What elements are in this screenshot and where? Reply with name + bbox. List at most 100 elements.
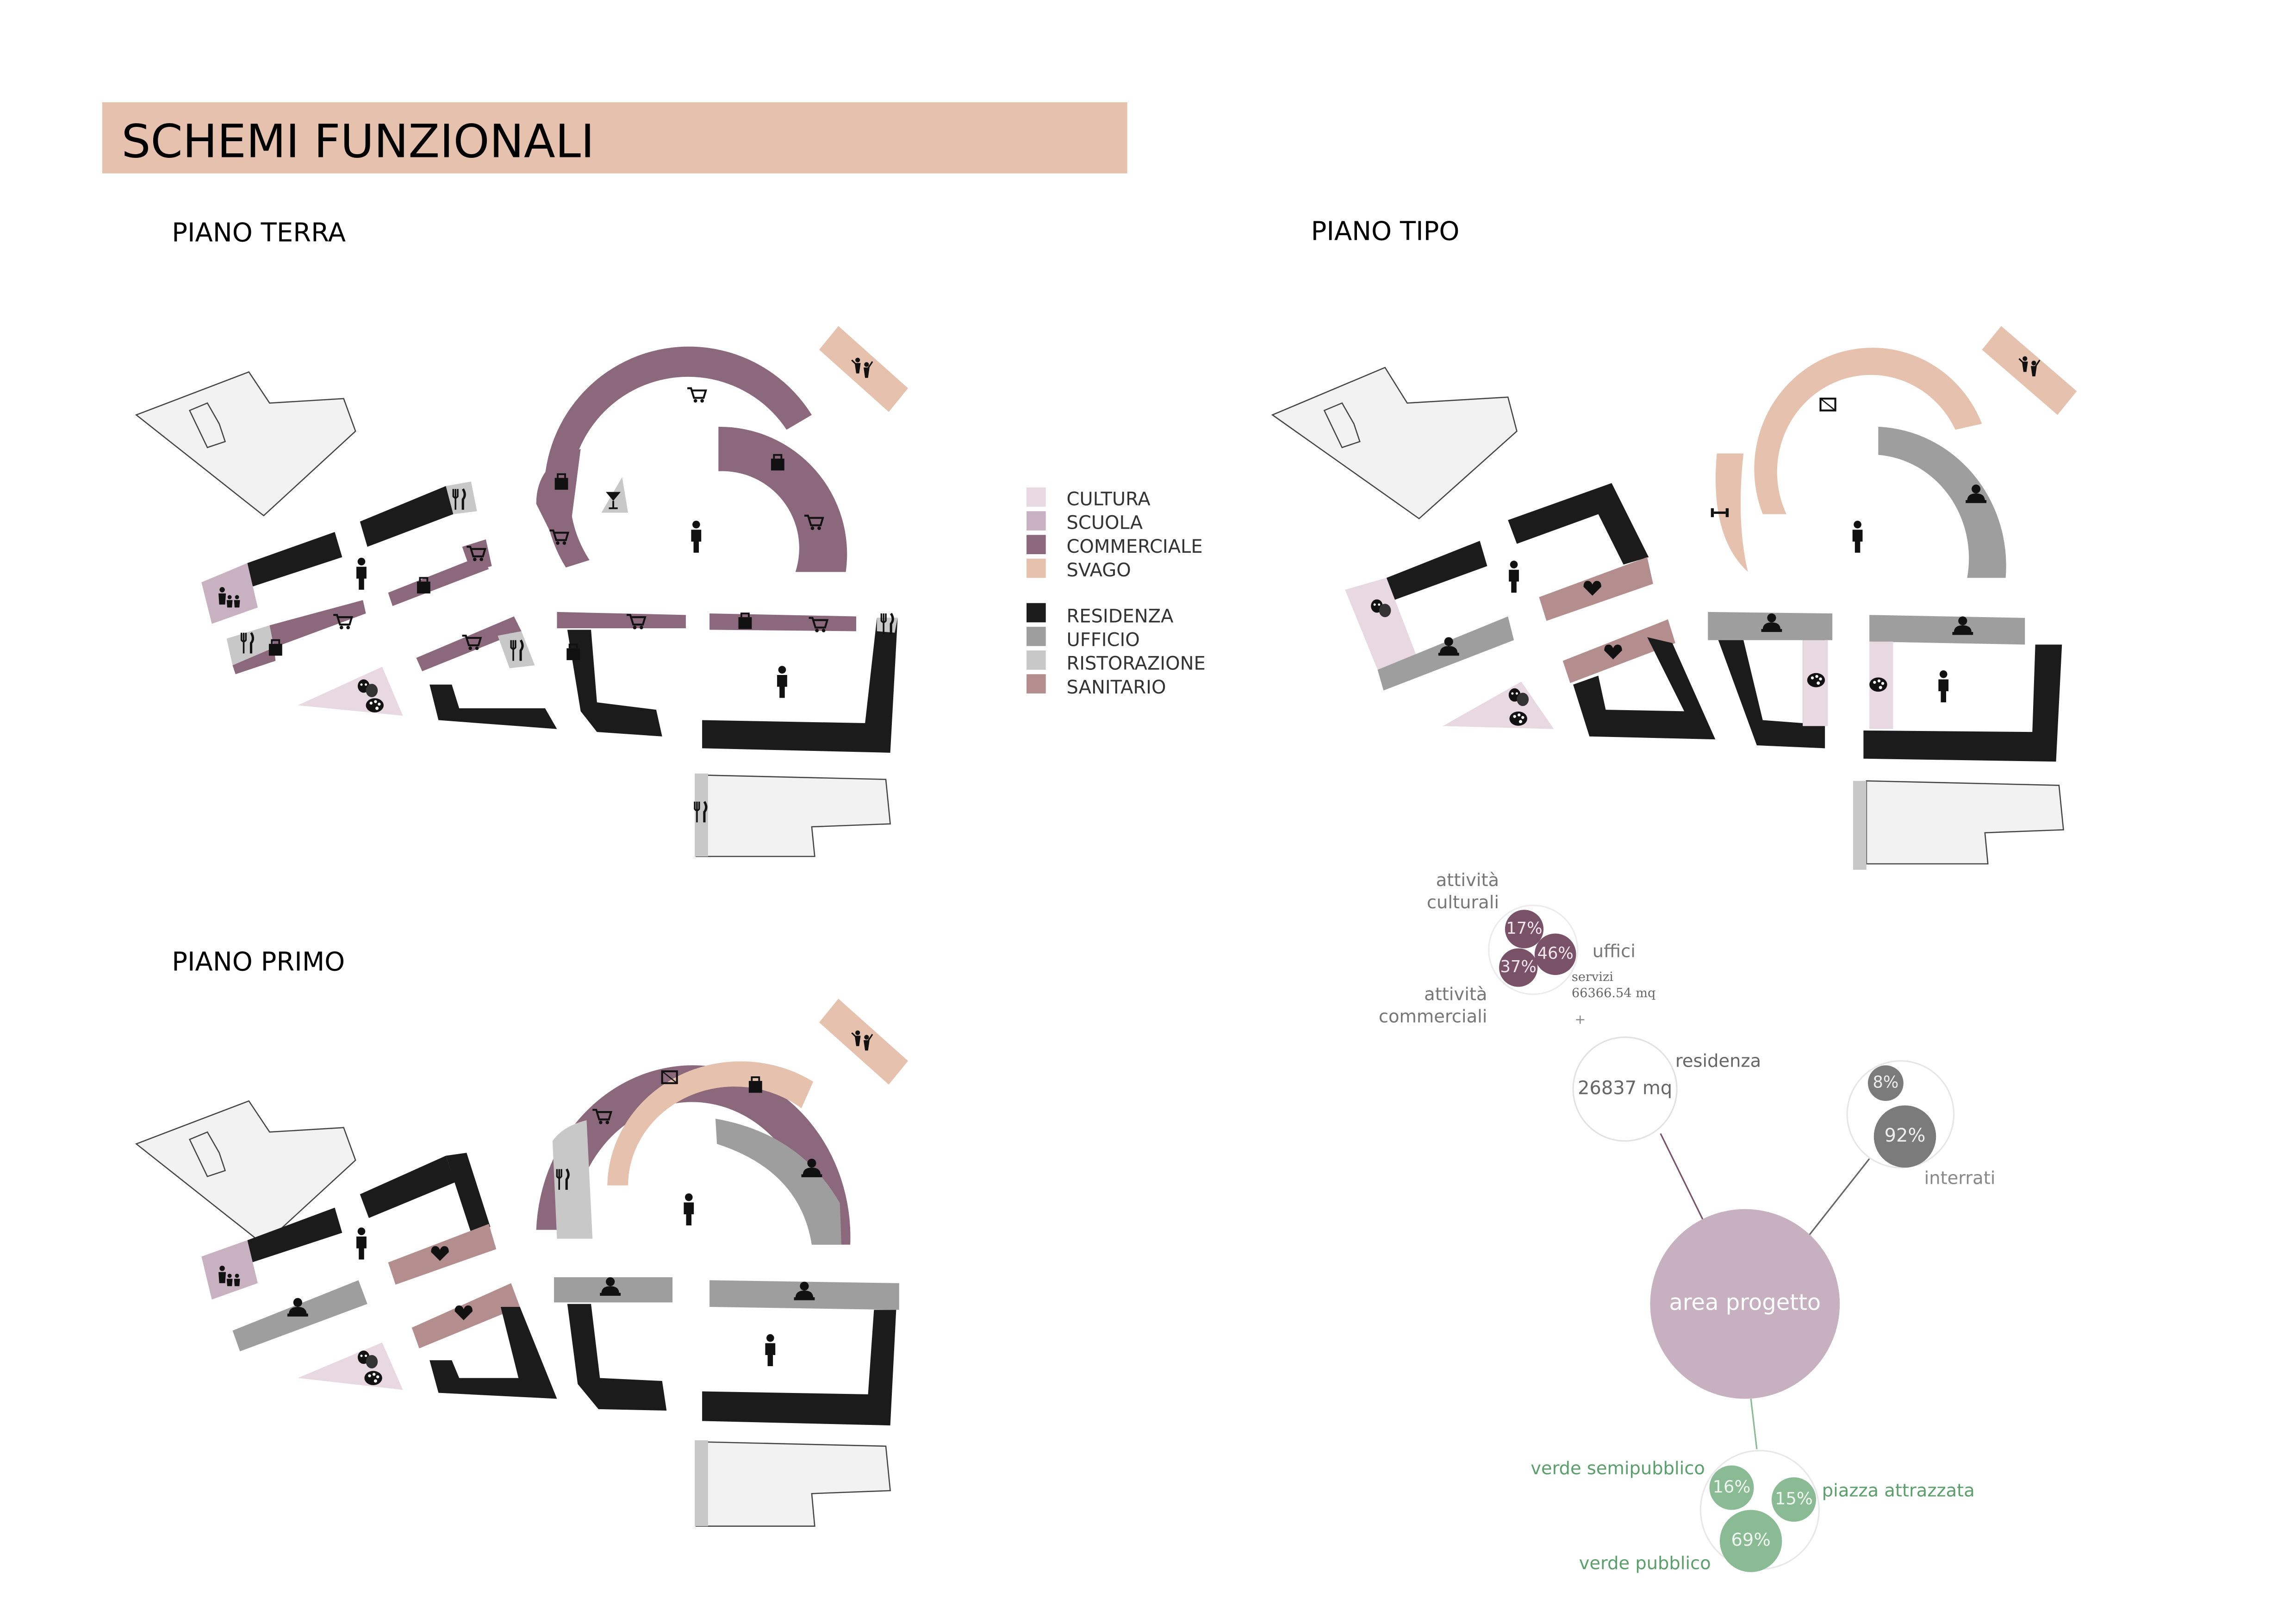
arc-svago — [607, 1061, 814, 1186]
title-banner — [102, 102, 1127, 174]
arc-ristorazione — [552, 1120, 593, 1239]
existing-building — [696, 1441, 891, 1527]
block-commerciale — [709, 613, 856, 631]
block-residenza — [702, 618, 898, 753]
block-commerciale — [232, 647, 276, 675]
legend-label: RISTORAZIONE — [1066, 653, 1205, 675]
existing-building — [1866, 780, 2064, 865]
bubble-value: 37% — [1500, 957, 1537, 976]
legend-swatch-commerciale — [1027, 535, 1046, 555]
block-residenza — [1573, 637, 1716, 740]
legend-swatch-cultura — [1027, 487, 1046, 507]
arc-commerciale — [544, 346, 812, 568]
existing-building — [135, 371, 356, 517]
block-residenza — [247, 532, 342, 587]
bubble-verde-semipubblico — [1709, 1465, 1754, 1510]
block-scuola — [201, 1240, 258, 1300]
section-title-piano-tipo: PIANO TIPO — [1311, 217, 1460, 247]
block-svago — [1982, 326, 2077, 415]
page-title: SCHEMI FUNZIONALI — [121, 115, 594, 168]
bubble-attivita-commerciali — [1499, 948, 1538, 987]
legend-label: RESIDENZA — [1066, 606, 1174, 627]
legend: CULTURA SCUOLA COMMERCIALE SVAGO RESIDEN… — [1027, 487, 1206, 698]
connector-line — [1750, 1399, 1758, 1449]
block-residenza — [1863, 644, 2062, 762]
bubble-interrati-outline — [1846, 1060, 1955, 1168]
legend-swatch-sanitario — [1027, 674, 1046, 693]
plus-sign: + — [1574, 1012, 1586, 1027]
section-title-piano-primo: PIANO PRIMO — [172, 947, 345, 977]
block-residenza — [1386, 541, 1487, 600]
block-commerciale — [536, 449, 581, 563]
block-svago — [819, 999, 908, 1085]
bubble-value: 17% — [1506, 919, 1542, 938]
bubble-diagram: area progetto 26837 mq residenza 17% 46%… — [1379, 870, 1996, 1574]
label-uffici: uffici — [1593, 941, 1636, 962]
block-cultura — [1345, 578, 1419, 670]
block-residenza — [567, 1304, 667, 1411]
block-residenza — [702, 1310, 896, 1426]
arc-commerciale — [536, 1065, 851, 1245]
label-line: attività — [1424, 984, 1487, 1005]
legend-label: SVAGO — [1066, 560, 1131, 581]
block-residenza — [429, 684, 557, 729]
arc-commerciale — [718, 426, 847, 572]
bubble-value: 15% — [1775, 1489, 1813, 1509]
legend-swatch-ristorazione — [1027, 650, 1046, 670]
block-commerciale — [269, 600, 366, 648]
block-residenza — [360, 486, 454, 547]
block-residenza — [429, 1307, 557, 1399]
block-residenza — [1718, 640, 1825, 749]
legend-swatch-ufficio — [1027, 626, 1046, 646]
label-line: commerciali — [1379, 1006, 1487, 1027]
arc-svago — [1754, 348, 1982, 514]
bubble-area-progetto — [1650, 1209, 1840, 1399]
label-attivita-culturali: attività culturali — [1427, 870, 1499, 913]
bubble-servizi-outline — [1488, 905, 1579, 995]
bubble-verde-pubblico — [1719, 1510, 1782, 1572]
bubble-piazza-attrazzata — [1771, 1477, 1816, 1522]
existing-building — [1271, 367, 1518, 519]
block-commerciale — [388, 556, 489, 606]
bubble-value: 46% — [1537, 944, 1574, 963]
block-residenza — [360, 1156, 455, 1218]
block-cultura — [1443, 681, 1554, 729]
bubble-label-area-progetto: area progetto — [1669, 1290, 1821, 1316]
existing-courtyard — [1323, 402, 1361, 449]
block-cultura — [298, 1342, 403, 1390]
bubble-attivita-culturali — [1505, 910, 1544, 949]
block-svago — [819, 326, 908, 412]
floor-plan-piano-primo — [135, 999, 908, 1527]
legend-label: UFFICIO — [1066, 630, 1139, 651]
connector-line — [1660, 1133, 1706, 1224]
bubble-value: 16% — [1713, 1477, 1751, 1497]
block-ristorazione — [498, 631, 535, 668]
residenza-label: residenza — [1675, 1051, 1761, 1072]
arc-ufficio — [1878, 426, 2006, 578]
residenza-value: 26837 mq — [1578, 1078, 1672, 1099]
bubble-value: 8% — [1873, 1073, 1899, 1092]
block-ristorazione — [877, 618, 898, 633]
arc-ufficio — [715, 1118, 841, 1245]
legend-label: COMMERCIALE — [1066, 536, 1202, 557]
block-residenza — [247, 1207, 342, 1262]
block-scuola — [201, 563, 258, 624]
legend-swatch-svago — [1027, 558, 1046, 578]
arc-svago — [1715, 453, 1748, 572]
label-attivita-commerciali: attività commerciali — [1379, 984, 1487, 1027]
existing-courtyard — [188, 1131, 226, 1177]
connector-line — [1808, 1158, 1870, 1237]
legend-label: SANITARIO — [1066, 677, 1166, 698]
bubble-interrati-small — [1868, 1065, 1904, 1101]
bubble-residenza — [1572, 1036, 1678, 1142]
label-line: attività — [1436, 870, 1499, 891]
block-ristorazione — [695, 1440, 708, 1526]
legend-swatch-residenza — [1027, 603, 1046, 623]
block-ristorazione — [1853, 781, 1867, 870]
legend-label: CULTURA — [1066, 488, 1151, 510]
interrati-label: interrati — [1924, 1168, 1996, 1188]
block-commerciale — [557, 612, 686, 629]
